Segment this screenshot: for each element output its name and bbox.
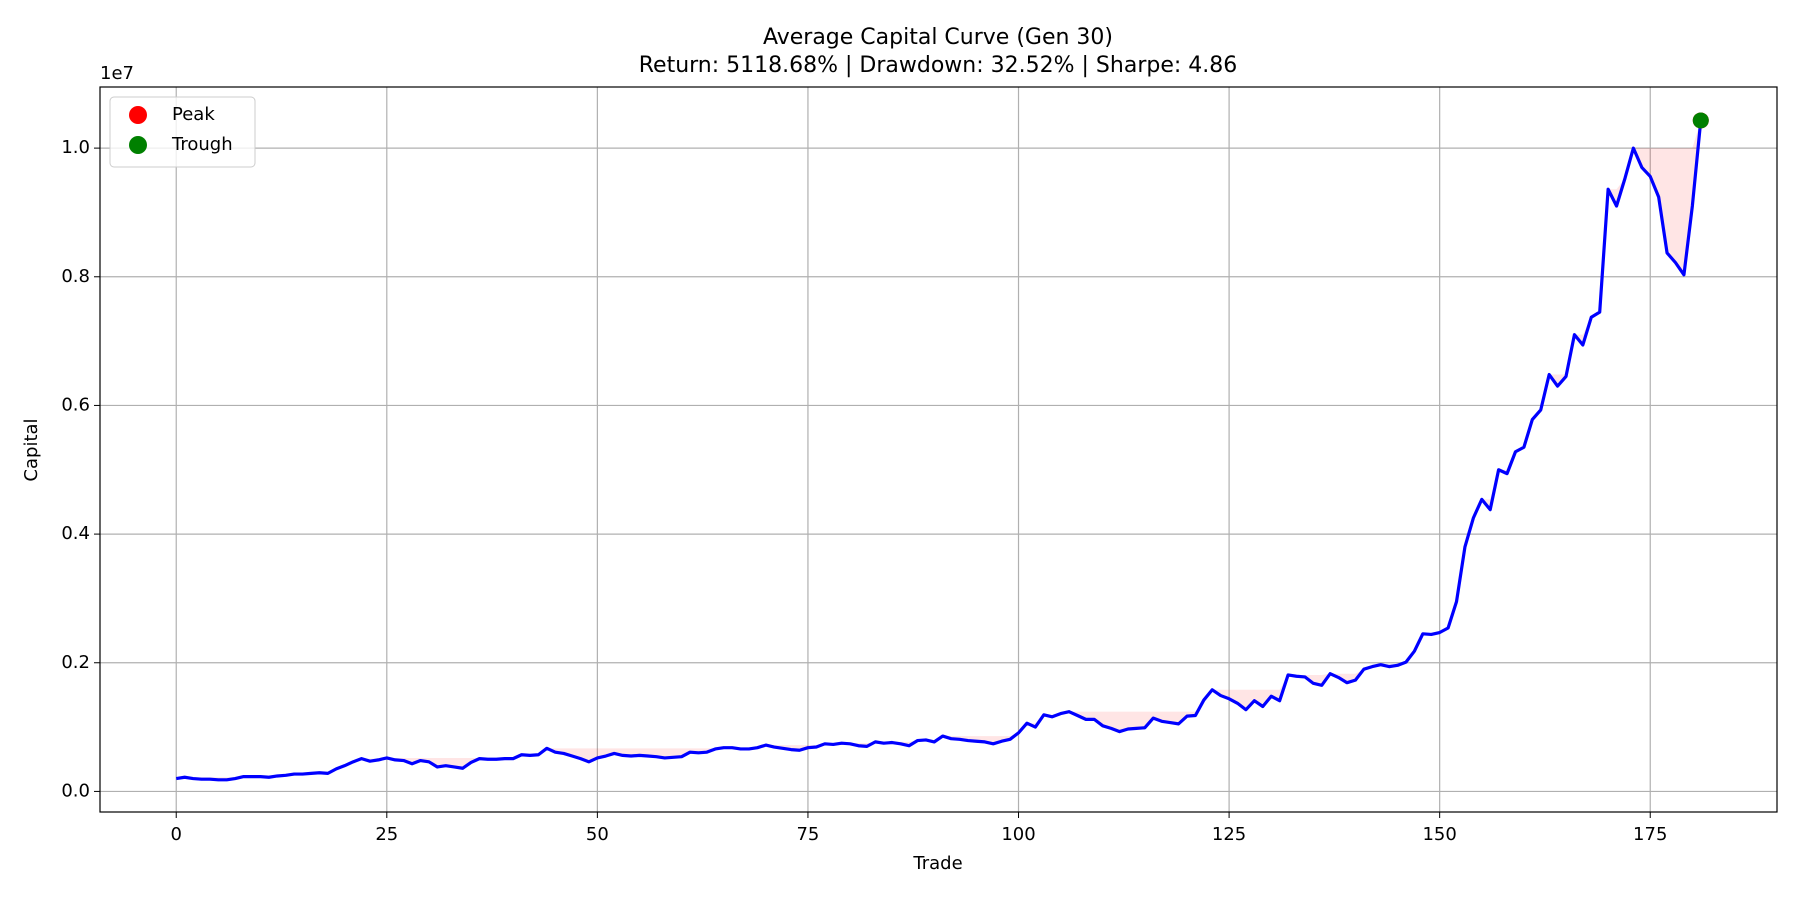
y-tick-label: 1.0 [61,137,90,158]
plot-frame [99,86,1778,813]
x-tick-label: 25 [375,824,398,845]
drawdown-fill [176,120,1701,780]
x-tick-label: 75 [796,824,819,845]
capital-line [175,120,1703,782]
y-tick-label: 0.4 [61,523,90,544]
x-tick-label: 50 [586,824,609,845]
x-tick-label: 175 [1633,824,1667,845]
x-tick-label: 100 [1001,824,1035,845]
y-tick-label: 0.6 [61,394,90,415]
x-tick-label: 125 [1212,824,1246,845]
legend-swatch [129,106,147,124]
y-offset-label: 1e7 [100,63,134,84]
legend-label: Peak [172,104,215,125]
marker-point [1692,112,1709,129]
chart-title: Average Capital Curve (Gen 30) [763,25,1113,50]
x-tick-label: 0 [171,824,182,845]
y-tick-label: 0.2 [61,652,90,673]
legend-swatch [129,136,147,154]
x-tick-label: 150 [1422,824,1456,845]
chart-subtitle: Return: 5118.68% | Drawdown: 32.52% | Sh… [639,53,1238,78]
y-axis-label: Capital [21,418,42,481]
legend-label: Trough [171,134,233,155]
y-tick-label: 0.8 [61,266,90,287]
y-tick-label: 0.0 [61,780,90,801]
x-axis-label: Trade [912,853,962,874]
